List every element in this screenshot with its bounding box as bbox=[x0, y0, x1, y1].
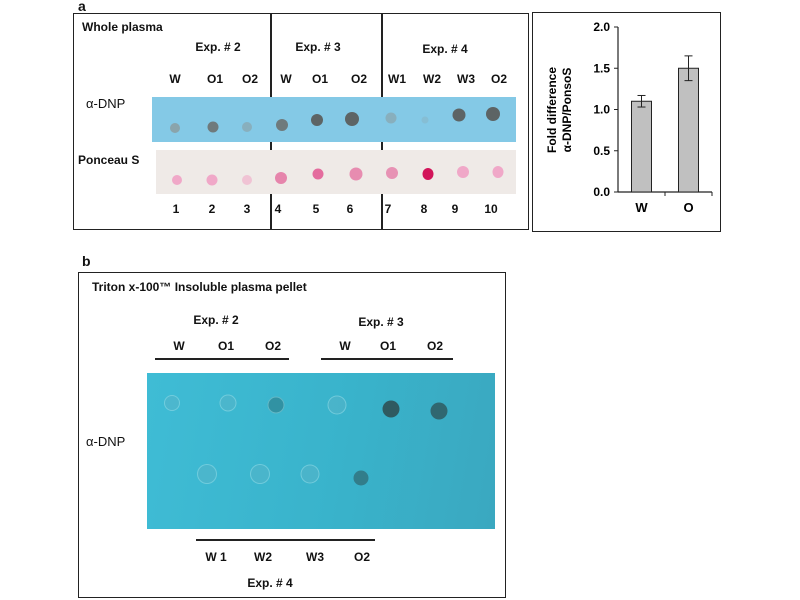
group-line bbox=[196, 539, 375, 541]
y-axis-label: α-DNP/PonsoS bbox=[560, 68, 574, 153]
bar bbox=[631, 100, 652, 193]
lane-number: 6 bbox=[346, 202, 354, 216]
blot-dot bbox=[170, 123, 180, 133]
lane-number: 5 bbox=[312, 202, 320, 216]
lane-label: O2 bbox=[490, 72, 508, 86]
blot-dot bbox=[385, 112, 397, 124]
lane-label: W1 bbox=[388, 72, 406, 86]
ponceau-dot bbox=[349, 167, 363, 181]
y-tick-label: 2.0 bbox=[593, 20, 610, 34]
panel-b-label: b bbox=[82, 253, 91, 269]
exp-label: Exp. # 2 bbox=[195, 40, 241, 54]
blot-dot bbox=[276, 119, 288, 131]
blot-dot bbox=[486, 107, 500, 121]
panel-a-title: Whole plasma bbox=[82, 20, 163, 34]
exp-label: Exp. # 4 bbox=[247, 576, 293, 590]
ponceau-dot bbox=[172, 175, 182, 185]
lane-label: O1 bbox=[311, 72, 329, 86]
lane-label: W 1 bbox=[205, 550, 227, 564]
lane-label: O1 bbox=[379, 339, 397, 353]
panel-a-frame bbox=[73, 13, 529, 230]
lane-label: W2 bbox=[423, 72, 441, 86]
lane-label: W2 bbox=[254, 550, 272, 564]
lane-label: O1 bbox=[217, 339, 235, 353]
blot-dot bbox=[197, 464, 217, 484]
blot-dot bbox=[311, 114, 323, 126]
blot-dot bbox=[430, 402, 448, 420]
ponceau-dot bbox=[386, 167, 398, 179]
exp-label: Exp. # 3 bbox=[295, 40, 341, 54]
lane-label: O2 bbox=[350, 72, 368, 86]
lane-label: W bbox=[339, 339, 351, 353]
chart-frame bbox=[532, 12, 721, 232]
blot-dot bbox=[382, 400, 400, 418]
x-tick-label: O bbox=[683, 200, 693, 215]
lane-number: 8 bbox=[420, 202, 428, 216]
ponceau-dot bbox=[275, 172, 287, 184]
blot-dot bbox=[250, 464, 270, 484]
blot-dot bbox=[164, 395, 180, 411]
row-label-dnp: α-DNP bbox=[86, 434, 126, 449]
blot-dot bbox=[345, 112, 359, 126]
panel-a-label: a bbox=[78, 0, 86, 14]
blot-dot bbox=[300, 464, 320, 484]
lane-number: 10 bbox=[484, 202, 498, 216]
blot-dot bbox=[327, 395, 347, 415]
lane-label: W3 bbox=[457, 72, 475, 86]
blot-dot bbox=[207, 121, 219, 133]
exp-label: Exp. # 3 bbox=[358, 315, 404, 329]
panel-b-frame bbox=[78, 272, 506, 598]
lane-label: O2 bbox=[264, 339, 282, 353]
lane-label: W bbox=[280, 72, 292, 86]
ponceau-blot-strip bbox=[156, 150, 516, 194]
y-tick-label: 1.5 bbox=[593, 61, 610, 75]
panel-b-title: Triton x-100™ Insoluble plasma pellet bbox=[92, 280, 307, 294]
lane-number: 7 bbox=[384, 202, 392, 216]
lane-label: W3 bbox=[306, 550, 324, 564]
lane-label: O2 bbox=[353, 550, 371, 564]
ponceau-dot bbox=[492, 166, 504, 178]
lane-label: O2 bbox=[241, 72, 259, 86]
lane-label: O2 bbox=[426, 339, 444, 353]
group-line bbox=[155, 358, 289, 360]
blot-dot bbox=[219, 394, 237, 412]
ponceau-dot bbox=[457, 166, 469, 178]
y-tick-label: 0.0 bbox=[593, 185, 610, 199]
blot-dot bbox=[267, 396, 285, 414]
lane-number: 2 bbox=[208, 202, 216, 216]
ponceau-dot bbox=[206, 174, 218, 186]
exp-label: Exp. # 2 bbox=[193, 313, 239, 327]
lane-number: 1 bbox=[172, 202, 180, 216]
lane-number: 4 bbox=[274, 202, 282, 216]
bar bbox=[678, 67, 699, 193]
blot-dot bbox=[452, 108, 466, 122]
ponceau-dot bbox=[312, 168, 324, 180]
y-tick-label: 1.0 bbox=[593, 103, 610, 117]
y-axis-label: Fold difference bbox=[545, 67, 559, 153]
lane-label: W bbox=[173, 339, 185, 353]
y-tick-label: 0.5 bbox=[593, 144, 610, 158]
dnp-blot-membrane bbox=[147, 373, 495, 529]
lane-number: 3 bbox=[243, 202, 251, 216]
row-label-dnp: α-DNP bbox=[86, 96, 126, 111]
group-line bbox=[321, 358, 453, 360]
blot-dot bbox=[242, 122, 252, 132]
row-label-ponceau: Ponceau S bbox=[78, 153, 140, 167]
blot-dot bbox=[421, 116, 429, 124]
x-tick-label: W bbox=[635, 200, 648, 215]
lane-label: W bbox=[169, 72, 181, 86]
lane-label: O1 bbox=[206, 72, 224, 86]
ponceau-dot bbox=[422, 168, 434, 180]
ponceau-dot bbox=[242, 175, 252, 185]
lane-number: 9 bbox=[451, 202, 459, 216]
blot-dot bbox=[353, 470, 369, 486]
exp-label: Exp. # 4 bbox=[422, 42, 468, 56]
